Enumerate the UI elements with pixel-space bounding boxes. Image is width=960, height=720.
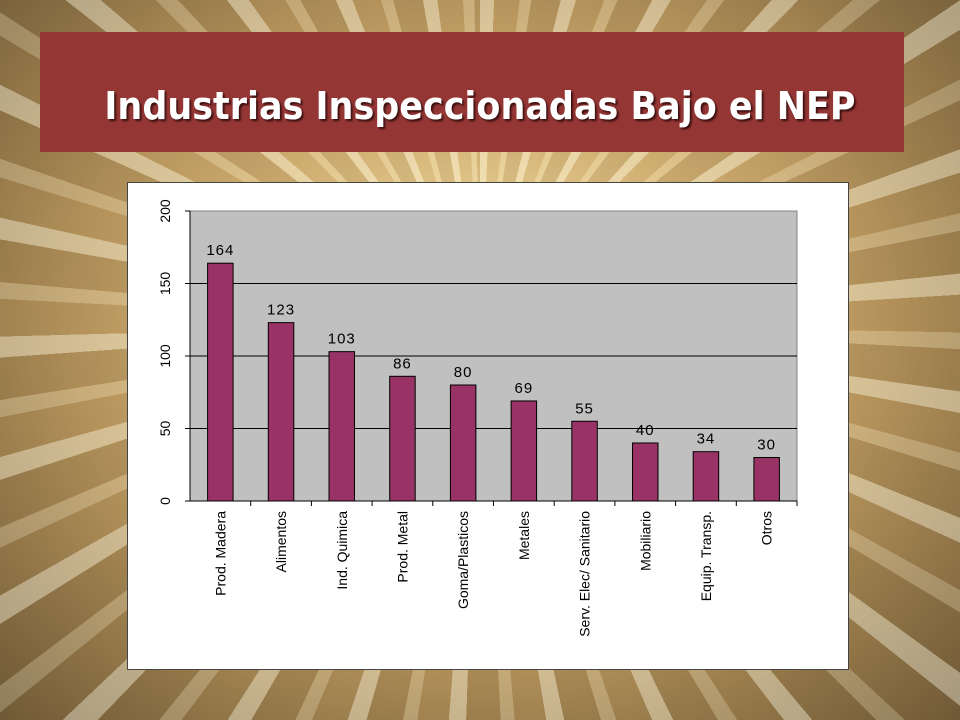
bar: [328, 351, 355, 502]
data-label: 86: [393, 355, 412, 372]
slide-title: Industrias Inspeccionadas Bajo el NEP: [104, 84, 856, 128]
x-category-label: Otros: [759, 511, 775, 545]
bar: [632, 442, 659, 502]
x-category-label: Ind. Quimica: [334, 511, 350, 590]
bar: [753, 457, 780, 502]
y-tick-label: 150: [157, 272, 173, 296]
data-label: 69: [515, 380, 534, 397]
data-label: 103: [328, 331, 356, 348]
y-tick-label: 100: [157, 344, 173, 368]
chart-area: 0 50 100 150 200 164 Prod. Madera 123 Alimentos 1…: [127, 182, 849, 670]
x-category-label: Prod. Metal: [394, 511, 410, 583]
x-category-label: Alimentos: [273, 511, 289, 572]
data-label: 164: [206, 242, 234, 259]
data-label: 55: [575, 400, 594, 417]
x-category-label: Goma/Plasticos: [455, 511, 471, 609]
x-category-label: Equip. Transp.: [698, 511, 714, 601]
bar: [389, 375, 416, 502]
data-label: 30: [757, 437, 776, 454]
y-tick-label: 0: [157, 497, 173, 505]
x-category-label: Mobiliario: [637, 511, 653, 571]
bar: [510, 400, 538, 502]
data-label: 40: [636, 422, 655, 439]
bar: [267, 322, 295, 502]
bar: [449, 384, 477, 502]
x-category-label: Serv. Elec/ Sanitario: [577, 511, 593, 637]
bar: [207, 262, 234, 502]
data-label: 80: [454, 364, 473, 381]
bar: [571, 420, 598, 502]
x-category-label: Metales: [516, 511, 532, 560]
bar-chart: 0 50 100 150 200 164 Prod. Madera 123 Alimentos 1…: [157, 199, 798, 637]
bar: [692, 451, 720, 502]
x-category-label: Prod. Madera: [212, 511, 228, 596]
title-bar: [40, 32, 904, 152]
y-tick-label: 200: [157, 199, 173, 223]
y-tick-label: 50: [157, 421, 173, 437]
data-label: 34: [697, 431, 716, 448]
data-label: 123: [267, 302, 295, 319]
